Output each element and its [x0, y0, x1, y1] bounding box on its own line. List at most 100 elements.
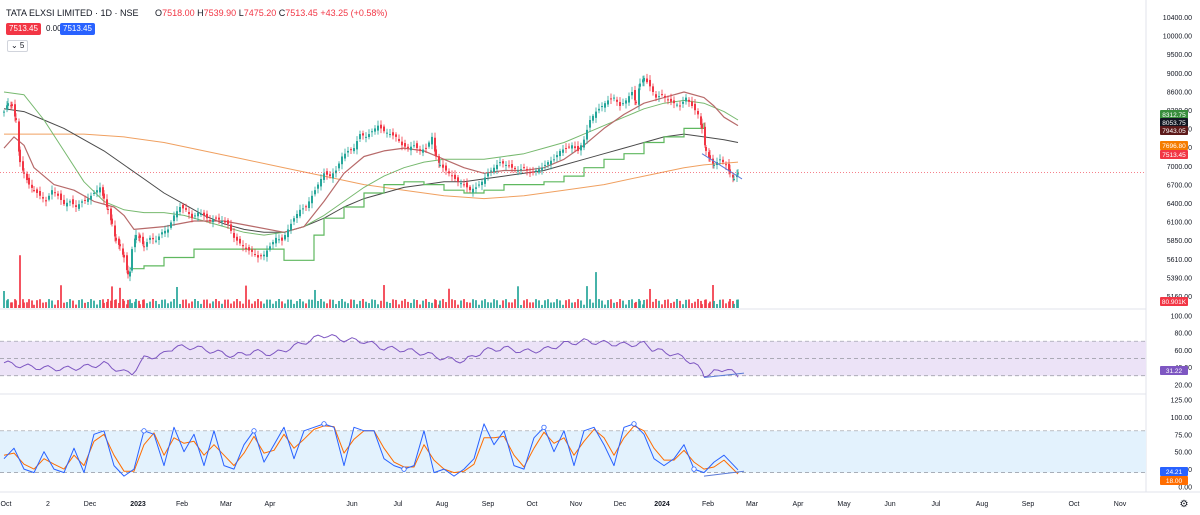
volume-bar — [251, 303, 253, 308]
candle-body — [102, 187, 104, 196]
volume-bar — [502, 300, 504, 308]
volume-bar — [607, 300, 609, 308]
candle-body — [111, 218, 113, 224]
volume-bar — [185, 299, 187, 308]
volume-bar — [520, 304, 522, 308]
candle-body — [481, 181, 483, 186]
stoch-tick-label: 0.00 — [1178, 485, 1192, 492]
volume-bar — [119, 287, 121, 308]
volume-bar — [574, 302, 576, 308]
indicators-collapse-button[interactable]: ⌄ 5 — [7, 40, 29, 52]
stoch-tick-label: 125.00 — [1171, 397, 1193, 404]
volume-bar — [344, 301, 346, 308]
time-tick-label: Mar — [220, 501, 233, 508]
symbol-title[interactable]: TATA ELXSI LIMITED · 1D · NSE — [6, 8, 139, 18]
volume-bar — [395, 299, 397, 308]
candle-body — [335, 170, 337, 174]
candle-body — [103, 193, 105, 199]
volume-bar — [75, 304, 77, 308]
volume-bar — [81, 299, 83, 308]
volume-bar — [203, 299, 205, 308]
candle-body — [679, 105, 681, 107]
candle-body — [302, 208, 304, 210]
volume-bar — [445, 302, 447, 308]
candle-body — [311, 195, 313, 204]
candle-body — [23, 172, 25, 174]
candle-body — [435, 149, 437, 157]
volume-bar — [155, 300, 157, 308]
volume-bar — [158, 304, 160, 308]
volume-bar — [478, 304, 480, 308]
candle-body — [646, 78, 648, 83]
candle-body — [344, 153, 346, 159]
volume-bar — [302, 301, 304, 308]
candle-body — [407, 146, 409, 149]
volume-bar — [499, 304, 501, 308]
volume-bar — [103, 302, 105, 308]
settings-gear-icon[interactable]: ⚙ — [1180, 499, 1189, 510]
candle-body — [556, 155, 558, 158]
volume-bar — [682, 304, 684, 308]
volume-bar — [514, 299, 516, 308]
candle-body — [463, 184, 465, 186]
candle-body — [63, 199, 65, 205]
price-trendline — [701, 153, 743, 180]
candle-body — [99, 187, 101, 193]
candle-body — [523, 167, 525, 169]
volume-bar — [613, 302, 615, 308]
price-tick-label: 6700.00 — [1167, 182, 1192, 189]
buy-button[interactable]: 7513.45 — [60, 23, 95, 35]
volume-bar — [416, 299, 418, 308]
candle-body — [224, 221, 226, 223]
volume-bar — [179, 303, 181, 308]
rsi-line — [3, 334, 739, 378]
volume-bar — [362, 299, 364, 308]
candle-body — [496, 164, 498, 170]
stoch-value-label: 24.21 — [1166, 469, 1183, 476]
time-tick-label: Mar — [746, 501, 759, 508]
stoch-value-label: 18.00 — [1166, 478, 1183, 485]
candle-body — [688, 99, 690, 102]
candle-body — [410, 146, 412, 151]
volume-bar — [619, 299, 621, 308]
candle-body — [434, 137, 436, 152]
volume-bar — [481, 300, 483, 308]
candle-body — [158, 236, 160, 241]
candle-body — [520, 169, 522, 171]
volume-bar — [538, 300, 540, 308]
volume-bar — [556, 299, 558, 308]
volume-bar — [475, 300, 477, 308]
volume-bar — [496, 300, 498, 308]
rsi-value-badge — [1160, 366, 1188, 375]
ma-orange-line — [4, 133, 739, 200]
volume-bar — [320, 299, 322, 308]
sell-button[interactable]: 7513.45 — [6, 23, 41, 35]
candle-body — [526, 168, 528, 171]
candle-body — [131, 249, 133, 271]
candle-body — [583, 139, 585, 148]
volume-bar — [19, 255, 21, 308]
candle-body — [69, 201, 71, 203]
candle-body — [514, 167, 516, 170]
ma-green-line — [3, 91, 739, 236]
volume-bar — [487, 302, 489, 308]
candle-body — [299, 209, 301, 217]
volume-bar — [439, 300, 441, 308]
volume-bar — [508, 302, 510, 308]
volume-bar — [383, 285, 385, 308]
volume-bar — [722, 299, 724, 308]
candle-body — [439, 164, 441, 166]
candle-body — [664, 95, 666, 98]
rsi-tick-label: 20.00 — [1174, 382, 1192, 389]
candle-body — [628, 96, 630, 103]
volume-bar — [562, 304, 564, 308]
volume-bar — [598, 299, 600, 308]
volume-bar — [33, 304, 35, 308]
candle-body — [45, 200, 47, 202]
volume-bar — [281, 301, 283, 308]
time-tick-label: Nov — [570, 501, 583, 508]
volume-bar — [332, 299, 334, 308]
rsi-tick-label: 60.00 — [1174, 348, 1192, 355]
volume-bar — [107, 299, 109, 308]
